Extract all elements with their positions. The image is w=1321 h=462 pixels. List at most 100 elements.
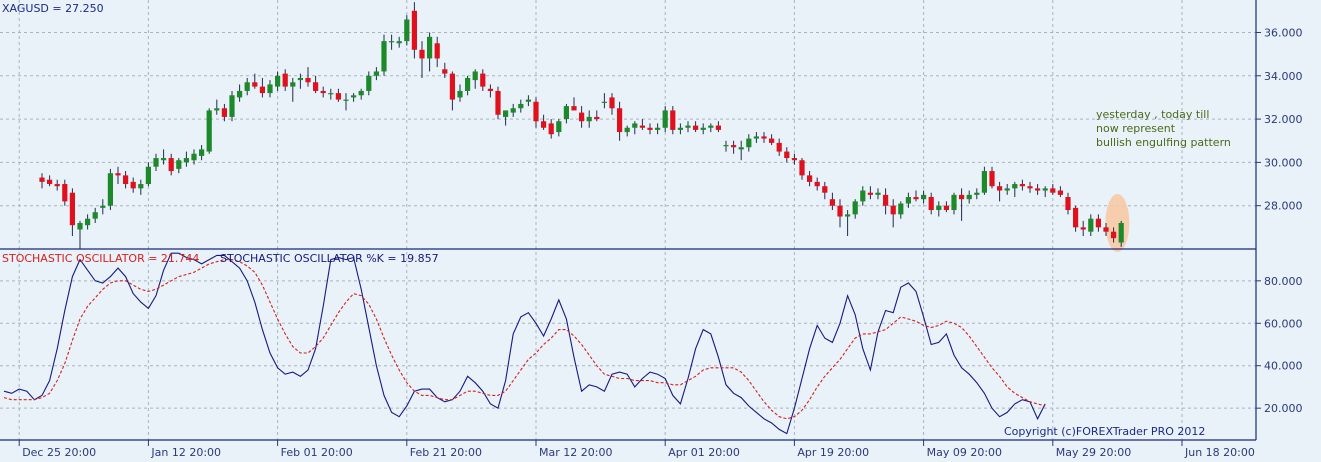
candlestick-series — [39, 2, 1130, 253]
osc-tick-label: 40.000 — [1264, 360, 1303, 373]
candle-body — [237, 90, 243, 98]
candle-body — [647, 127, 653, 130]
candle-body — [913, 197, 919, 200]
candle-body — [282, 73, 288, 87]
highlight-ellipse — [1105, 194, 1130, 253]
candle-body — [525, 99, 531, 102]
candle-body — [1111, 231, 1117, 239]
candle-body — [921, 194, 927, 200]
annotation-line-3: bullish engulfing pattern — [1096, 136, 1231, 149]
candle-body — [685, 125, 691, 128]
candle-body — [639, 125, 645, 128]
candle-body — [92, 212, 98, 219]
x-tick-label: Feb 01 20:00 — [281, 446, 353, 459]
candle-body — [571, 106, 577, 111]
candle-body — [708, 125, 714, 128]
candle-body — [396, 41, 402, 44]
candle-body — [472, 71, 478, 81]
price-tick-label: 28.000 — [1264, 200, 1303, 213]
candle-body — [427, 36, 433, 59]
candle-body — [586, 116, 592, 122]
candle-body — [776, 142, 782, 152]
candle-body — [297, 77, 303, 81]
candle-body — [1088, 218, 1094, 232]
candle-body — [320, 90, 326, 94]
candle-body — [221, 108, 227, 117]
candle-body — [275, 75, 281, 87]
candle-body — [936, 205, 942, 211]
candle-body — [1004, 188, 1010, 191]
stoch-d-line — [3, 259, 1046, 420]
candle-body — [54, 184, 60, 187]
candle-body — [761, 136, 767, 139]
candle-body — [814, 181, 820, 187]
candle-body — [1080, 227, 1086, 230]
candle-body — [852, 201, 858, 215]
candle-body — [419, 49, 425, 59]
candle-body — [1050, 188, 1056, 193]
price-tick-label: 30.000 — [1264, 156, 1303, 169]
candle-body — [974, 192, 980, 195]
stoch-k-legend: STOCHASTIC OSCILLATOR %K = 19.857 — [220, 252, 439, 265]
oscillator-series — [3, 252, 1046, 435]
candle-body — [715, 125, 721, 130]
x-tick-label: Jan 12 20:00 — [150, 446, 221, 459]
candle-body — [328, 93, 334, 95]
candle-body — [39, 177, 45, 182]
candle-body — [1065, 197, 1071, 211]
candle-body — [100, 205, 106, 208]
candle-body — [746, 138, 752, 148]
candle-body — [510, 108, 516, 113]
candle-body — [943, 205, 949, 211]
candle-body — [267, 84, 273, 94]
candle-body — [860, 190, 866, 202]
candle-body — [693, 125, 699, 130]
candle-body — [206, 110, 212, 152]
candle-body — [1095, 218, 1101, 228]
candle-body — [655, 127, 661, 130]
candle-body — [791, 158, 797, 161]
candle-body — [807, 175, 813, 182]
candle-body — [556, 121, 562, 133]
candle-body — [609, 97, 615, 109]
x-tick-label: Apr 01 20:00 — [668, 446, 740, 459]
candle-body — [966, 194, 972, 200]
candle-body — [1118, 223, 1124, 243]
candle-body — [533, 101, 539, 122]
candle-body — [69, 192, 75, 226]
candle-body — [989, 171, 995, 187]
candle-body — [632, 123, 638, 128]
candle-body — [1019, 184, 1025, 187]
candle-body — [670, 110, 676, 130]
x-tick-label: Mar 12 20:00 — [539, 446, 612, 459]
candle-body — [115, 173, 121, 176]
candle-body — [373, 71, 379, 76]
candle-body — [404, 19, 410, 42]
candle-body — [153, 158, 159, 167]
stoch-d-legend: STOCHASTIC OSCILLATOR = 21.744 — [2, 252, 199, 265]
candle-body — [822, 186, 828, 193]
candle-body — [518, 103, 524, 109]
candle-body — [465, 77, 471, 91]
x-tick-label: May 29 20:00 — [1056, 446, 1131, 459]
annotation-line-2: now represent — [1096, 122, 1176, 135]
candle-body — [867, 192, 873, 195]
price-tick-label: 36.000 — [1264, 26, 1303, 39]
candle-body — [495, 90, 501, 115]
candle-body — [769, 138, 775, 143]
candle-body — [411, 10, 417, 50]
grid-lines — [0, 0, 1256, 440]
candle-body — [313, 82, 319, 91]
annotation-line-1: yesterday , today till — [1096, 108, 1209, 121]
candle-body — [784, 151, 790, 159]
candle-body — [883, 194, 889, 206]
candle-body — [290, 82, 296, 87]
candle-body — [62, 184, 68, 202]
candle-body — [1012, 184, 1018, 189]
candle-body — [723, 145, 729, 147]
axes: 28.000 30.000 32.000 34.000 36.000 20.000 40.0… — [0, 0, 1303, 459]
candle-body — [487, 88, 493, 91]
candle-body — [503, 110, 509, 117]
